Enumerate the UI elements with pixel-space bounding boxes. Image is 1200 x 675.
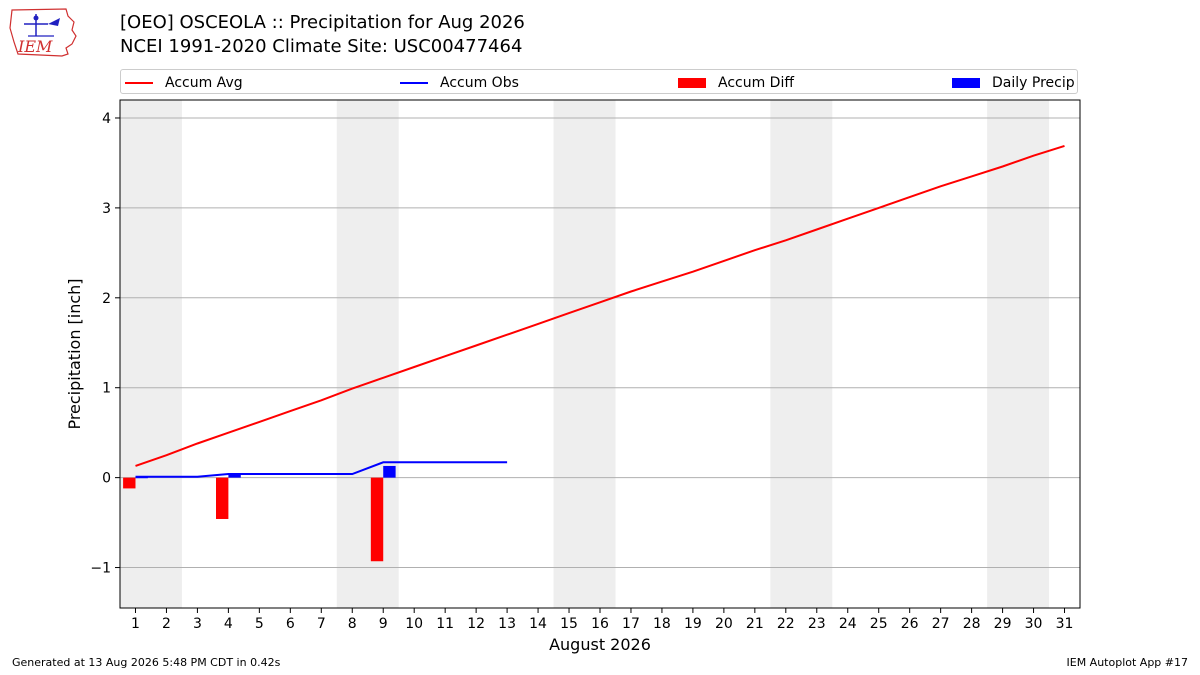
x-tick-label: 21 xyxy=(746,616,764,632)
legend-item-accum-diff: Accum Diff xyxy=(678,70,794,95)
y-tick-label: −1 xyxy=(90,561,111,577)
daily-precip-bar xyxy=(383,465,396,478)
autoplot-app-label: IEM Autoplot App #17 xyxy=(1066,656,1189,669)
x-tick-label: 20 xyxy=(715,616,733,632)
x-tick-label: 8 xyxy=(348,616,357,632)
x-tick-label: 7 xyxy=(317,616,326,632)
legend-label-accum-diff: Accum Diff xyxy=(718,74,795,91)
x-tick-label: 12 xyxy=(467,616,485,632)
x-axis-label: August 2026 xyxy=(549,635,651,654)
x-tick-label: 25 xyxy=(870,616,888,632)
legend-item-accum-avg: Accum Avg xyxy=(125,70,243,95)
x-tick-label: 26 xyxy=(901,616,919,632)
x-tick-label: 23 xyxy=(808,616,826,632)
accum-diff-bar xyxy=(216,477,229,519)
accum-diff-swatch xyxy=(678,77,706,88)
x-tick-label: 28 xyxy=(963,616,981,632)
chart-legend: Accum Avg Accum Obs Accum Diff Daily Pre… xyxy=(120,69,1078,94)
x-tick-label: 13 xyxy=(498,616,516,632)
daily-precip-swatch xyxy=(952,77,980,88)
legend-label-daily-precip: Daily Precip xyxy=(992,74,1075,91)
x-tick-label: 22 xyxy=(777,616,795,632)
x-tick-label: 19 xyxy=(684,616,702,632)
accum-avg-line xyxy=(135,144,1065,467)
accum-obs-line xyxy=(135,461,508,478)
y-tick-label: 1 xyxy=(102,381,111,397)
y-tick-label: 0 xyxy=(102,471,111,487)
x-tick-label: 4 xyxy=(224,616,233,632)
x-tick-label: 11 xyxy=(436,616,454,632)
x-tick-label: 9 xyxy=(379,616,388,632)
iem-logo: IEM xyxy=(8,6,80,58)
x-tick-label: 16 xyxy=(591,616,609,632)
x-tick-label: 24 xyxy=(839,616,857,632)
weekend-band xyxy=(120,100,182,608)
y-tick-label: 3 xyxy=(102,201,111,217)
x-tick-label: 17 xyxy=(622,616,640,632)
accum-diff-bar xyxy=(370,477,384,562)
chart-subtitle: NCEI 1991-2020 Climate Site: USC00477464 xyxy=(120,36,523,57)
legend-item-daily-precip: Daily Precip xyxy=(952,70,1075,95)
svg-text:IEM: IEM xyxy=(17,37,53,56)
x-tick-label: 27 xyxy=(932,616,950,632)
accum-diff-bar xyxy=(123,477,136,489)
x-tick-label: 31 xyxy=(1056,616,1074,632)
legend-item-accum-obs: Accum Obs xyxy=(400,70,519,95)
accum-avg-swatch xyxy=(125,81,153,84)
x-tick-label: 1 xyxy=(131,616,140,632)
weekend-band xyxy=(336,100,399,608)
x-tick-label: 2 xyxy=(162,616,171,632)
weekend-band xyxy=(770,100,833,608)
legend-label-accum-avg: Accum Avg xyxy=(165,74,243,91)
accum-obs-swatch xyxy=(400,81,428,84)
y-axis-label: Precipitation [inch] xyxy=(65,278,84,429)
x-tick-label: 10 xyxy=(405,616,423,632)
legend-label-accum-obs: Accum Obs xyxy=(440,74,519,91)
daily-precip-bar xyxy=(228,474,241,478)
weekend-band xyxy=(987,100,1050,608)
x-tick-label: 6 xyxy=(286,616,295,632)
x-tick-label: 30 xyxy=(1025,616,1043,632)
x-tick-label: 18 xyxy=(653,616,671,632)
x-tick-label: 3 xyxy=(193,616,202,632)
chart-title: [OEO] OSCEOLA :: Precipitation for Aug 2… xyxy=(120,12,525,33)
y-tick-label: 4 xyxy=(102,111,111,127)
x-tick-label: 29 xyxy=(994,616,1012,632)
y-tick-label: 2 xyxy=(102,291,111,307)
weekend-band xyxy=(553,100,616,608)
x-tick-label: 14 xyxy=(529,616,547,632)
x-tick-label: 5 xyxy=(255,616,264,632)
generated-timestamp: Generated at 13 Aug 2026 5:48 PM CDT in … xyxy=(12,656,281,669)
iowa-map-logo-icon: IEM xyxy=(9,8,77,57)
x-tick-label: 15 xyxy=(560,616,578,632)
